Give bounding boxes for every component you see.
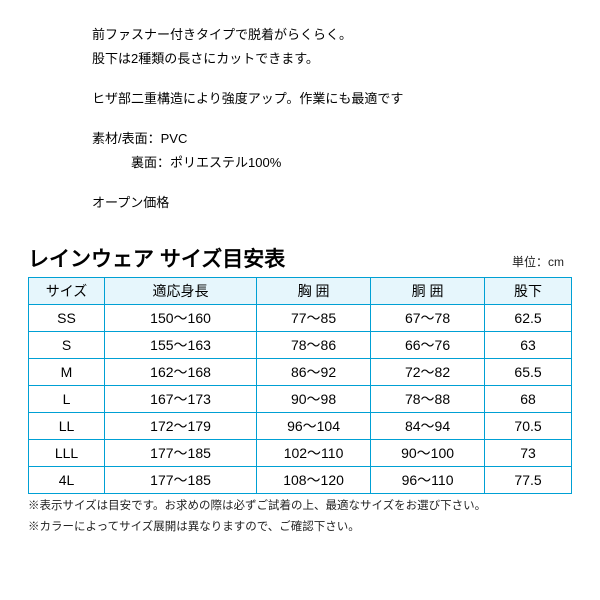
table-cell: 150～160 <box>105 304 257 331</box>
table-cell: 102～110 <box>257 439 371 466</box>
table-cell: 72～82 <box>371 358 485 385</box>
table-cell: 162～168 <box>105 358 257 385</box>
table-cell: 62.5 <box>485 304 572 331</box>
table-cell: 77～85 <box>257 304 371 331</box>
table-cell: 77.5 <box>485 466 572 493</box>
price-line: オープン価格 <box>92 192 572 214</box>
th-waist: 胴 囲 <box>371 277 485 304</box>
table-cell: 86～92 <box>257 358 371 385</box>
table-row: SS150～16077～8567～7862.5 <box>29 304 572 331</box>
table-cell: 177～185 <box>105 439 257 466</box>
table-cell: LLL <box>29 439 105 466</box>
th-size: サイズ <box>29 277 105 304</box>
table-row: LL172～17996～10484～9470.5 <box>29 412 572 439</box>
table-row: M162～16886～9272～8265.5 <box>29 358 572 385</box>
table-cell: 172～179 <box>105 412 257 439</box>
table-unit: 単位：cm <box>512 253 564 270</box>
footnote: ※カラーによってサイズ展開は異なりますので、ご確認下さい。 <box>28 519 572 536</box>
table-cell: L <box>29 385 105 412</box>
table-row: LLL177～185102～11090～10073 <box>29 439 572 466</box>
table-cell: S <box>29 331 105 358</box>
table-cell: LL <box>29 412 105 439</box>
table-cell: 90～98 <box>257 385 371 412</box>
table-body: SS150～16077～8567～7862.5S155～16378～8666～7… <box>29 304 572 493</box>
desc-line: 股下は2種類の長さにカットできます。 <box>92 48 572 70</box>
material-line: 裏面：ポリエステル100% <box>92 152 572 174</box>
table-cell: 84～94 <box>371 412 485 439</box>
table-cell: 90～100 <box>371 439 485 466</box>
table-title-row: レインウェア サイズ目安表 単位：cm <box>28 243 572 273</box>
table-title: レインウェア サイズ目安表 <box>28 243 285 273</box>
table-cell: 78～86 <box>257 331 371 358</box>
material-line: 素材/表面：PVC <box>92 128 572 150</box>
table-cell: 167～173 <box>105 385 257 412</box>
th-height: 適応身長 <box>105 277 257 304</box>
table-row: L167～17390～9878～8868 <box>29 385 572 412</box>
th-chest: 胸 囲 <box>257 277 371 304</box>
table-cell: 63 <box>485 331 572 358</box>
table-header-row: サイズ 適応身長 胸 囲 胴 囲 股下 <box>29 277 572 304</box>
table-cell: SS <box>29 304 105 331</box>
table-cell: 108～120 <box>257 466 371 493</box>
size-table: サイズ 適応身長 胸 囲 胴 囲 股下 SS150～16077～8567～786… <box>28 277 572 494</box>
table-cell: 66～76 <box>371 331 485 358</box>
table-cell: M <box>29 358 105 385</box>
table-cell: 65.5 <box>485 358 572 385</box>
table-cell: 4L <box>29 466 105 493</box>
table-cell: 67～78 <box>371 304 485 331</box>
table-cell: 155～163 <box>105 331 257 358</box>
desc-line: 前ファスナー付きタイプで脱着がらくらく。 <box>92 24 572 46</box>
table-cell: 78～88 <box>371 385 485 412</box>
table-cell: 68 <box>485 385 572 412</box>
table-cell: 96～110 <box>371 466 485 493</box>
table-cell: 73 <box>485 439 572 466</box>
table-row: 4L177～185108～12096～11077.5 <box>29 466 572 493</box>
footnote: ※表示サイズは目安です。お求めの際は必ずご試着の上、最適なサイズをお選び下さい。 <box>28 498 572 515</box>
table-cell: 70.5 <box>485 412 572 439</box>
table-row: S155～16378～8666～7663 <box>29 331 572 358</box>
desc-line: ヒザ部二重構造により強度アップ。作業にも最適です <box>92 88 572 110</box>
description-block: 前ファスナー付きタイプで脱着がらくらく。 股下は2種類の長さにカットできます。 … <box>92 24 572 215</box>
table-cell: 177～185 <box>105 466 257 493</box>
th-inseam: 股下 <box>485 277 572 304</box>
table-cell: 96～104 <box>257 412 371 439</box>
